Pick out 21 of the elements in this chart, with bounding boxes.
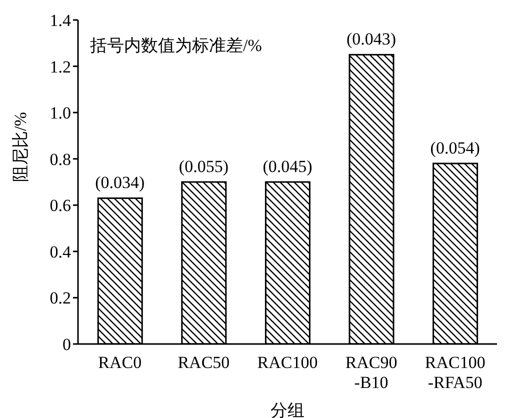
annotation: (0.034) [95, 173, 145, 192]
annotation: (0.045) [262, 157, 312, 176]
x-tick-label: RAC100-RFA50 [424, 353, 486, 392]
annotation: (0.054) [430, 138, 480, 158]
x-tick-label: RAC0 [98, 353, 142, 372]
annotation: 括号内数值为标准差/% [90, 35, 262, 57]
x-axis-title: 分组 [270, 401, 304, 418]
y-tick-label: 0.2 [50, 288, 71, 308]
x-tick-label: RAC90-B10 [345, 353, 398, 392]
annotation: (0.043) [346, 30, 396, 49]
y-tick-label: 1.0 [50, 104, 71, 123]
annotation: (0.055) [178, 157, 228, 176]
y-tick-label: 1.4 [50, 11, 72, 30]
y-tick-label: 1.2 [50, 57, 71, 76]
y-tick-label: 0.8 [50, 150, 71, 169]
y-tick-label: 0.6 [50, 196, 71, 216]
x-tick-label: RAC100 [257, 353, 318, 372]
y-tick-label: 0.4 [50, 242, 72, 262]
x-tick-label: RAC50 [178, 353, 230, 372]
y-axis-title: 阻尼比/% [11, 112, 30, 182]
y-tick-label: 0 [62, 335, 71, 354]
